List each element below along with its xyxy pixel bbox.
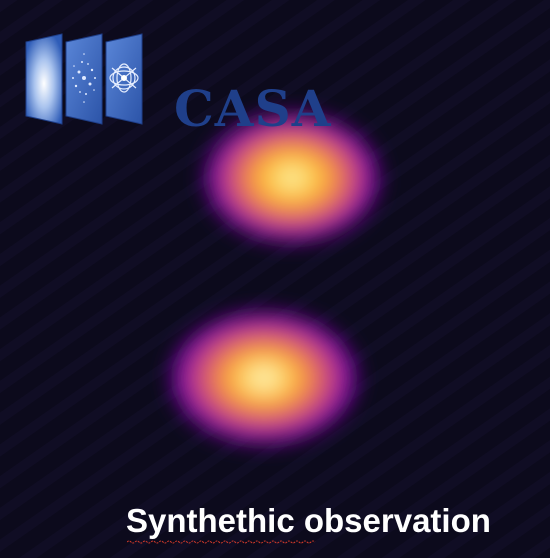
source-upper	[200, 110, 384, 246]
source-lower	[166, 308, 362, 448]
casa-logo: CASA	[24, 32, 334, 138]
casa-logo-text: CASA	[174, 79, 332, 138]
casa-logo-panels	[25, 33, 143, 125]
spellcheck-underline	[127, 540, 316, 544]
image-caption: Synthethic observation	[126, 502, 491, 539]
uv-sampling-panel-icon	[65, 33, 103, 125]
dirty-beam-panel-icon	[105, 33, 143, 125]
gaussian-panel-icon	[25, 33, 63, 125]
